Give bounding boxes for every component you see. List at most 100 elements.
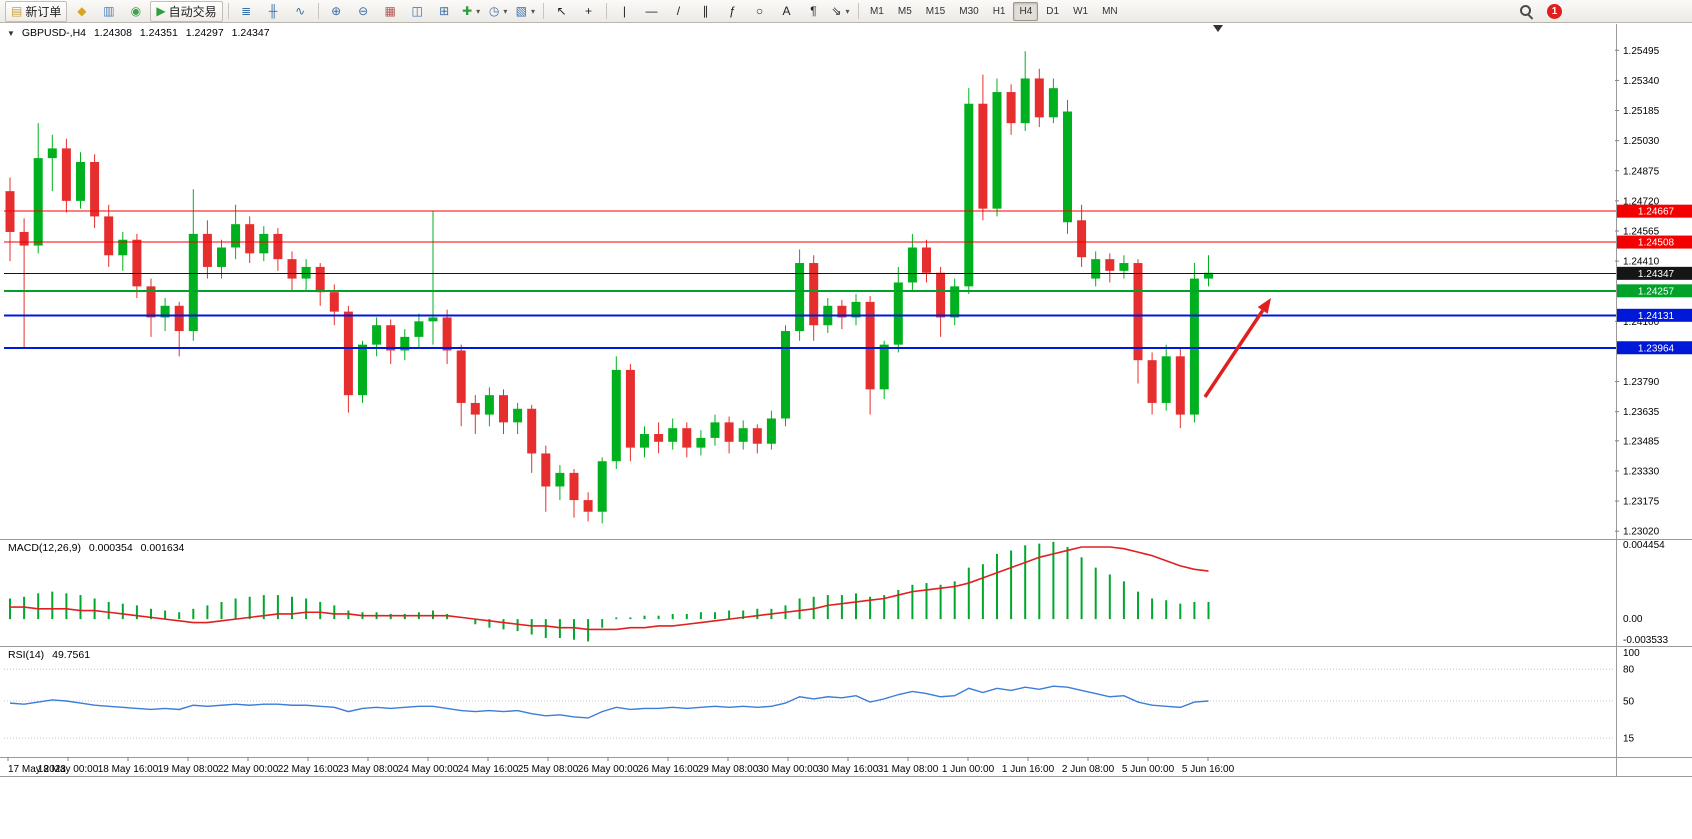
candle-body xyxy=(245,224,255,254)
timeframe-m5[interactable]: M5 xyxy=(897,5,912,17)
time-axis-label: 5 Jun 00:00 xyxy=(1122,764,1175,775)
cursor-tool[interactable]: ↖ xyxy=(549,1,574,22)
metaeditor-button[interactable]: ◆ xyxy=(69,1,94,22)
price-scale[interactable] xyxy=(1616,24,1692,776)
candlestick-chart-button[interactable]: ╫ xyxy=(261,1,286,22)
templates-icon: ▧ xyxy=(515,4,527,18)
trend-arrow-head[interactable] xyxy=(1257,298,1271,314)
cascade-windows-icon: ◫ xyxy=(411,4,423,18)
timeframe-m30[interactable]: M30 xyxy=(959,5,979,17)
periods-button[interactable]: ◷ ▾ xyxy=(486,1,511,22)
time-axis-label: 30 May 16:00 xyxy=(818,764,879,775)
candle-body xyxy=(372,325,382,345)
crosshair-tool[interactable]: + xyxy=(576,1,601,22)
candle-body xyxy=(1189,278,1199,415)
text-icon: A xyxy=(782,4,791,18)
candle-body xyxy=(231,224,241,248)
templates-button[interactable]: ▧ ▾ xyxy=(513,1,538,22)
fibonacci-tool[interactable]: ƒ xyxy=(720,1,745,22)
market-watch-button[interactable]: ▥ xyxy=(96,1,121,22)
horizontal-line-tool[interactable]: — xyxy=(639,1,664,22)
candle-body xyxy=(668,428,678,442)
rsi-scale-label: 15 xyxy=(1623,734,1635,745)
chart-plot-area[interactable] xyxy=(0,24,1616,776)
candle-body xyxy=(1034,78,1044,118)
candle-body xyxy=(386,325,396,351)
price-scale-label: 1.24565 xyxy=(1623,226,1660,237)
tile-windows-icon: ▦ xyxy=(384,4,396,18)
symbol-period-label: GBPUSD-,H4 xyxy=(21,27,87,39)
auto-trading-button[interactable]: ▶ 自动交易 xyxy=(150,0,223,22)
trendline-icon: / xyxy=(676,4,681,18)
candle-body xyxy=(1204,272,1213,279)
cursor-icon: ↖ xyxy=(556,4,567,18)
price-scale-label: 1.24720 xyxy=(1623,196,1660,207)
candle-body xyxy=(964,103,974,287)
chart-shift-marker-icon[interactable] xyxy=(1213,25,1223,32)
channel-tool[interactable]: ∥ xyxy=(693,1,718,22)
trend-arrow-annotation[interactable] xyxy=(1203,309,1265,398)
candle-body xyxy=(1133,263,1143,361)
arrange-windows-button[interactable]: ⊞ xyxy=(432,1,457,22)
time-axis-label: 1 Jun 00:00 xyxy=(942,764,995,775)
trendline-tool[interactable]: / xyxy=(666,1,691,22)
line-chart-button[interactable]: ∿ xyxy=(288,1,313,22)
line-chart-icon: ∿ xyxy=(295,4,306,18)
candle-body xyxy=(597,461,607,512)
timeframe-m15[interactable]: M15 xyxy=(925,5,946,17)
candle-body xyxy=(696,437,706,448)
candle-body xyxy=(19,231,29,246)
new-order-button[interactable]: ▤ 新订单 xyxy=(5,0,68,22)
candle-body xyxy=(781,331,790,419)
price-tag-label: 1.24257 xyxy=(1638,286,1675,297)
time-axis-label: 17 May 2023 xyxy=(8,764,66,775)
candle-body xyxy=(1063,111,1072,223)
candle-body xyxy=(992,92,1002,209)
zoom-out-button[interactable]: ⊖ xyxy=(351,1,376,22)
toolbar-separator xyxy=(227,3,229,19)
timeframe-w1[interactable]: W1 xyxy=(1073,5,1089,17)
price-tag xyxy=(1617,266,1692,280)
candle-body xyxy=(795,263,805,332)
time-axis-label: 22 May 00:00 xyxy=(218,764,279,775)
timeframe-m1[interactable]: M1 xyxy=(869,5,884,17)
zoom-in-button[interactable]: ⊕ xyxy=(324,1,349,22)
time-axis[interactable] xyxy=(0,757,1616,776)
ohlc-close: 1.24347 xyxy=(231,27,270,39)
candle-body xyxy=(611,369,621,462)
data-window-button[interactable]: ◉ xyxy=(123,1,148,22)
cascade-windows-button[interactable]: ◫ xyxy=(405,1,430,22)
vertical-line-icon: | xyxy=(622,4,627,18)
timeframe-h1[interactable]: H1 xyxy=(992,5,1006,17)
tile-windows-button[interactable]: ▦ xyxy=(378,1,403,22)
candle-body xyxy=(442,317,452,351)
candle-body xyxy=(513,408,523,423)
ohlc-open: 1.24308 xyxy=(93,27,132,39)
shapes-tool[interactable]: ○ xyxy=(747,1,772,22)
time-axis-label: 26 May 00:00 xyxy=(578,764,639,775)
new-order-button-label: 新订单 xyxy=(25,4,62,19)
bar-chart-button[interactable]: ≣ xyxy=(234,1,259,22)
indicators-button[interactable]: ✚ ▾ xyxy=(459,1,484,22)
macd-signal-line xyxy=(10,546,1209,631)
vertical-line-tool[interactable]: | xyxy=(612,1,637,22)
arrows-tool[interactable]: ⇘ ▾ xyxy=(828,1,853,22)
toolbar-separator xyxy=(317,3,319,19)
label-tool[interactable]: ¶ xyxy=(801,1,826,22)
chart-dropdown-icon[interactable]: ▼ xyxy=(7,29,15,38)
candles-layer xyxy=(5,51,1213,524)
timeframe-h4[interactable]: H4 xyxy=(1013,1,1039,21)
macd-name: MACD(12,26,9) xyxy=(8,542,81,554)
search-icon[interactable] xyxy=(1519,4,1533,18)
time-axis-label: 18 May 16:00 xyxy=(98,764,159,775)
candle-body xyxy=(343,311,353,396)
text-tool[interactable]: A xyxy=(774,1,799,22)
notification-badge[interactable]: 1 xyxy=(1547,3,1562,19)
candle-body xyxy=(132,239,142,287)
price-tag-label: 1.24667 xyxy=(1638,207,1675,218)
price-scale-label: 1.23020 xyxy=(1623,527,1660,538)
timeframe-d1[interactable]: D1 xyxy=(1046,5,1060,17)
fibonacci-icon: ƒ xyxy=(729,4,736,18)
timeframe-mn[interactable]: MN xyxy=(1102,5,1118,17)
